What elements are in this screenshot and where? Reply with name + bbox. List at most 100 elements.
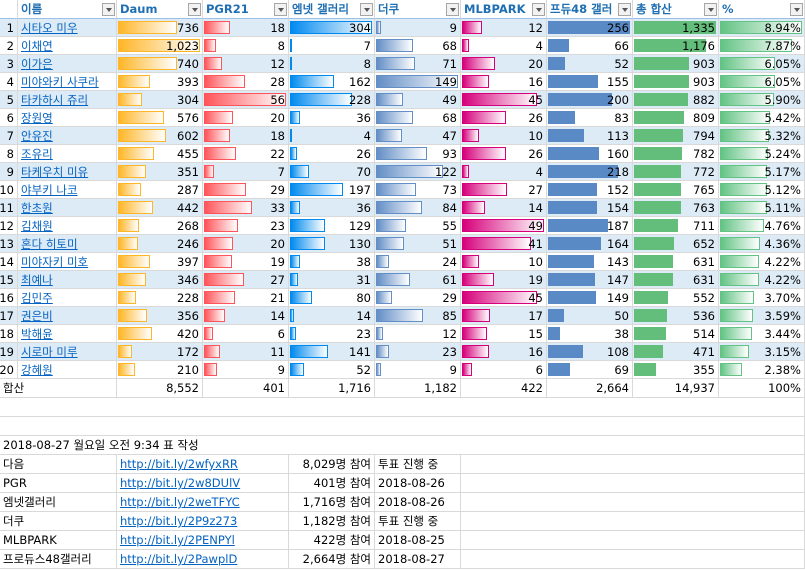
site-cell-text: MLBPARK bbox=[3, 533, 57, 547]
data-bar bbox=[376, 237, 405, 250]
name-cell-text[interactable]: 최예나 bbox=[21, 272, 53, 287]
name-cell-text[interactable]: 조유리 bbox=[21, 146, 53, 161]
name-cell[interactable]: 시로마 미루 bbox=[18, 343, 117, 361]
filter-button[interactable] bbox=[360, 3, 373, 16]
name-cell-text[interactable]: 김민주 bbox=[21, 290, 53, 305]
name-cell[interactable]: 한초원 bbox=[18, 199, 117, 217]
data-bar bbox=[376, 273, 410, 286]
name-cell[interactable]: 타케우치 미유 bbox=[18, 163, 117, 181]
name-cell-text[interactable]: 타카하시 쥬리 bbox=[21, 92, 89, 107]
site-cell-text: 엠넷갤러리 bbox=[3, 495, 56, 509]
url-cell-text[interactable]: http://bit.ly/2weTFYC bbox=[120, 495, 240, 509]
data-bar bbox=[548, 291, 596, 304]
name-cell[interactable]: 조유리 bbox=[18, 145, 117, 163]
rank-cell-text: 8 bbox=[6, 146, 14, 161]
url-cell-text[interactable]: http://bit.ly/2P9z273 bbox=[120, 514, 238, 528]
name-cell-text[interactable]: 이가은 bbox=[21, 56, 53, 71]
url-cell-text[interactable]: http://bit.ly/2wfyxRR bbox=[120, 457, 238, 471]
value-cell-text: 420 bbox=[177, 326, 199, 341]
value-cell-text: 5.24% bbox=[764, 146, 801, 161]
filter-button[interactable] bbox=[274, 3, 287, 16]
rank-cell: 17 bbox=[0, 307, 18, 325]
url-cell[interactable]: http://bit.ly/2PENPYl bbox=[117, 531, 289, 550]
name-cell[interactable]: 안유진 bbox=[18, 127, 117, 145]
value-cell: 3.59% bbox=[719, 307, 805, 325]
name-cell-text[interactable]: 타케우치 미유 bbox=[21, 164, 89, 179]
url-cell-text[interactable]: http://bit.ly/2PawplD bbox=[120, 552, 238, 566]
name-cell[interactable]: 야부키 나코 bbox=[18, 181, 117, 199]
value-cell-text: 80 bbox=[356, 290, 371, 305]
data-bar bbox=[462, 273, 494, 286]
data-bar bbox=[204, 147, 237, 160]
name-cell-text[interactable]: 한초원 bbox=[21, 200, 53, 215]
value-cell-text: 164 bbox=[607, 236, 629, 251]
name-cell[interactable]: 권은비 bbox=[18, 307, 117, 325]
value-cell: 45 bbox=[461, 289, 547, 307]
value-cell: 15 bbox=[461, 325, 547, 343]
name-cell[interactable]: 이가은 bbox=[18, 55, 117, 73]
url-cell[interactable]: http://bit.ly/2weTFYC bbox=[117, 493, 289, 512]
filter-button[interactable] bbox=[790, 3, 803, 16]
name-cell-text[interactable]: 미야자키 미호 bbox=[21, 254, 89, 269]
name-cell[interactable]: 최예나 bbox=[18, 271, 117, 289]
value-cell-text: 22 bbox=[270, 146, 285, 161]
filter-button[interactable] bbox=[188, 3, 201, 16]
site-cell-text: PGR bbox=[3, 476, 27, 490]
filter-button[interactable] bbox=[102, 3, 115, 16]
name-cell[interactable]: 김민주 bbox=[18, 289, 117, 307]
name-cell[interactable]: 박해윤 bbox=[18, 325, 117, 343]
value-cell: 2.38% bbox=[719, 361, 805, 379]
value-cell: 69 bbox=[547, 361, 633, 379]
name-cell-text[interactable]: 혼다 히토미 bbox=[21, 236, 78, 251]
value-cell-text: 18 bbox=[270, 20, 285, 35]
data-bar bbox=[548, 129, 585, 142]
name-cell[interactable]: 강혜원 bbox=[18, 361, 117, 379]
value-cell-text: 149 bbox=[607, 290, 629, 305]
url-cell[interactable]: http://bit.ly/2PawplD bbox=[117, 550, 289, 569]
name-cell-text[interactable]: 강혜원 bbox=[21, 362, 53, 377]
value-cell-text: 23 bbox=[442, 344, 457, 359]
data-bar bbox=[376, 363, 381, 376]
name-cell-text[interactable]: 야부키 나코 bbox=[21, 182, 78, 197]
name-cell-text[interactable]: 시타오 미우 bbox=[21, 20, 78, 35]
value-cell-text: 3.59% bbox=[764, 308, 801, 323]
filter-button[interactable] bbox=[532, 3, 545, 16]
name-cell[interactable]: 미야자키 미호 bbox=[18, 253, 117, 271]
name-cell-text[interactable]: 김채원 bbox=[21, 218, 53, 233]
url-cell-text[interactable]: http://bit.ly/2w8DUlV bbox=[120, 476, 241, 490]
url-cell[interactable]: http://bit.ly/2P9z273 bbox=[117, 512, 289, 531]
value-cell: 197 bbox=[289, 181, 375, 199]
filter-button[interactable] bbox=[618, 3, 631, 16]
url-cell[interactable]: http://bit.ly/2wfyxRR bbox=[117, 455, 289, 474]
url-cell[interactable]: http://bit.ly/2w8DUlV bbox=[117, 474, 289, 493]
value-cell-text: 12 bbox=[270, 56, 285, 71]
data-bar bbox=[462, 183, 508, 196]
value-cell: 130 bbox=[289, 235, 375, 253]
name-cell[interactable]: 김채원 bbox=[18, 217, 117, 235]
filter-button[interactable] bbox=[704, 3, 717, 16]
rank-cell-text: 12 bbox=[0, 218, 14, 233]
name-cell[interactable]: 이채연 bbox=[18, 37, 117, 55]
value-cell: 24 bbox=[375, 253, 461, 271]
name-cell[interactable]: 장원영 bbox=[18, 109, 117, 127]
data-bar bbox=[548, 21, 630, 34]
name-cell[interactable]: 미야와키 사쿠라 bbox=[18, 73, 117, 91]
name-cell-text[interactable]: 미야와키 사쿠라 bbox=[21, 74, 99, 89]
rank-cell-text: 14 bbox=[0, 254, 14, 269]
name-cell[interactable]: 혼다 히토미 bbox=[18, 235, 117, 253]
name-cell-text[interactable]: 장원영 bbox=[21, 110, 53, 125]
name-cell-text[interactable]: 박해윤 bbox=[21, 326, 53, 341]
name-cell-text[interactable]: 권은비 bbox=[21, 308, 53, 323]
url-cell-text[interactable]: http://bit.ly/2PENPYl bbox=[120, 533, 235, 547]
filter-button[interactable] bbox=[446, 3, 459, 16]
name-cell-text[interactable]: 시로마 미루 bbox=[21, 344, 78, 359]
value-cell-text: 3.70% bbox=[764, 290, 801, 305]
value-cell-text: 5.42% bbox=[764, 110, 801, 125]
site-cell-text: 다음 bbox=[3, 457, 25, 471]
name-cell[interactable]: 타카하시 쥬리 bbox=[18, 91, 117, 109]
name-cell-text[interactable]: 이채연 bbox=[21, 38, 53, 53]
name-cell-text[interactable]: 안유진 bbox=[21, 128, 53, 143]
name-cell[interactable]: 시타오 미우 bbox=[18, 19, 117, 37]
value-cell-text: 782 bbox=[693, 146, 715, 161]
total-cell: 401 bbox=[203, 379, 289, 398]
